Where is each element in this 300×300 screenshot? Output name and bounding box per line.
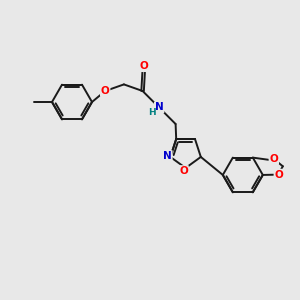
Text: O: O xyxy=(179,166,188,176)
Text: N: N xyxy=(155,103,164,112)
Text: O: O xyxy=(269,154,278,164)
Text: O: O xyxy=(101,86,110,96)
Text: N: N xyxy=(163,151,172,161)
Text: O: O xyxy=(274,169,283,180)
Text: O: O xyxy=(139,61,148,71)
Text: H: H xyxy=(148,108,156,117)
